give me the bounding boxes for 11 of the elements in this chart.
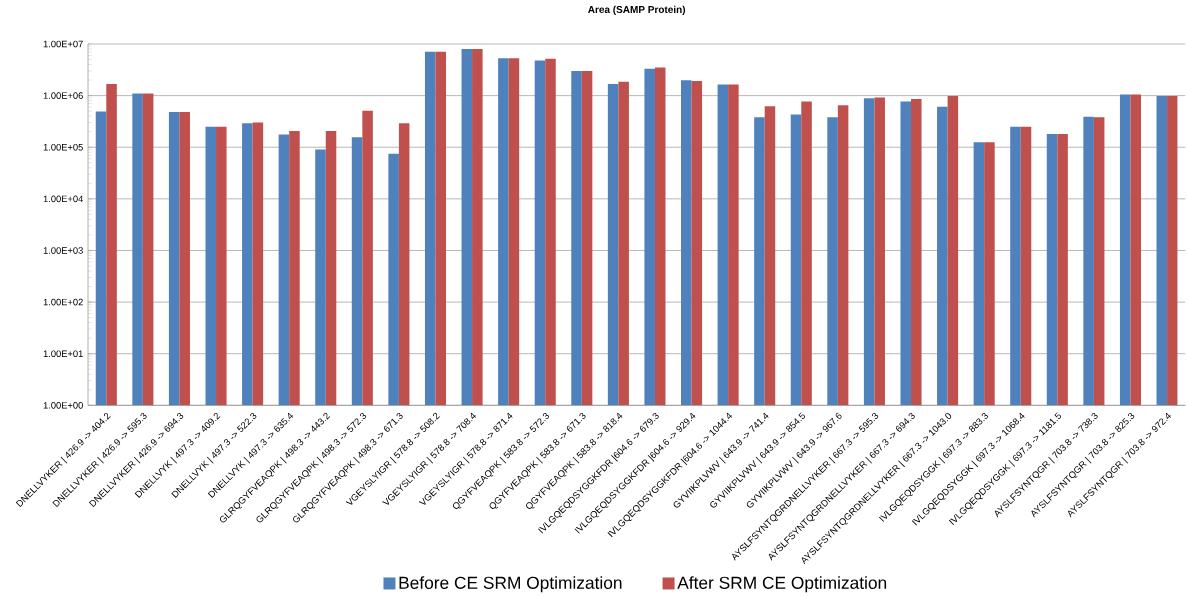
- y-tick-label: 1.00E+04: [43, 195, 84, 203]
- y-tick-label: 1.00E+06: [43, 92, 83, 99]
- y-tick-label: 1.00E+01: [43, 350, 83, 358]
- chart-title: Area (SAMP Protein): [588, 5, 686, 16]
- y-tick-label: 1.00E+05: [43, 143, 83, 151]
- legend-label: After SRM CE Optimization: [677, 576, 887, 593]
- y-tick-label: 1.00E+03: [43, 247, 83, 254]
- y-tick-label: 1.00E+02: [43, 298, 83, 306]
- y-tick-label: 1.00E+00: [43, 402, 83, 409]
- legend-label: Before CE SRM Optimization: [399, 576, 622, 593]
- y-tick-label: 1.00E+07: [43, 40, 83, 48]
